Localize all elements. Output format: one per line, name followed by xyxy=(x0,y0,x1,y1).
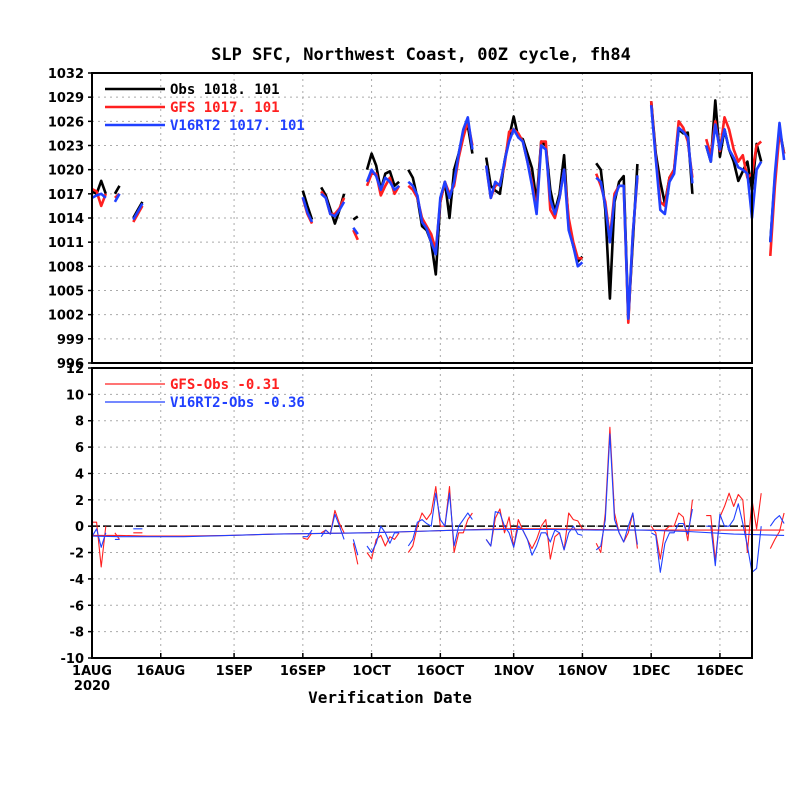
legend-entry-gfs: GFS 1017. 101 xyxy=(170,100,280,116)
y-tick-label: 1005 xyxy=(48,285,84,300)
y-tick-label: -8 xyxy=(70,626,84,641)
x-tick-label: 1OCT xyxy=(352,664,391,679)
plot-layer: 9969991002100510081011101410171020102310… xyxy=(48,67,786,694)
y-tick-label: 2 xyxy=(75,494,84,509)
y-tick-label: -10 xyxy=(61,652,85,667)
x-tick-label: 1SEP xyxy=(216,664,253,679)
y-tick-label: -4 xyxy=(70,573,84,588)
x-tick-label: 1DEC xyxy=(632,664,670,679)
y-tick-label: 1023 xyxy=(48,140,84,155)
x-axis-label: Verification Date xyxy=(308,688,472,707)
legend-entry-v16rt2: V16RT2 1017. 101 xyxy=(170,118,305,134)
x-tick-label: 16AUG xyxy=(136,664,185,679)
y-tick-label: -6 xyxy=(70,599,84,614)
y-tick-label: 1008 xyxy=(48,260,84,275)
series-line-v16rt2 xyxy=(91,105,786,320)
y-tick-label: 4 xyxy=(75,467,84,482)
plot-frame xyxy=(91,367,753,659)
series-line-v16rt2-obs xyxy=(91,528,785,538)
x-tick-label: 16NOV xyxy=(558,664,608,679)
y-tick-label: 8 xyxy=(75,415,84,430)
x-tick-label: 16SEP xyxy=(280,664,326,679)
x-tick-label: 1AUG xyxy=(72,664,112,679)
y-tick-label: 1011 xyxy=(48,236,84,251)
plot-frame xyxy=(91,72,753,364)
y-tick-label: 12 xyxy=(66,362,84,377)
legend-entry-obs: Obs 1018. 101 xyxy=(170,82,280,98)
y-tick-label: 996 xyxy=(57,357,84,372)
y-tick-label: 0 xyxy=(75,520,84,535)
y-tick-label: 1002 xyxy=(48,309,84,324)
y-tick-label: 1017 xyxy=(48,188,84,203)
x-tick-year: 2020 xyxy=(74,679,110,694)
y-tick-label: 1020 xyxy=(48,164,84,179)
y-tick-label: 1029 xyxy=(48,91,84,106)
y-tick-label: 6 xyxy=(75,441,84,456)
y-tick-label: 1032 xyxy=(48,67,84,82)
x-tick-label: 1NOV xyxy=(493,664,534,679)
y-tick-label: 1014 xyxy=(48,212,84,227)
y-tick-label: 10 xyxy=(66,388,84,403)
legend-entry-v16rt2-obs: V16RT2-Obs -0.36 xyxy=(170,395,305,411)
series-line-v16rt2-obs xyxy=(91,433,785,573)
y-tick-label: 1026 xyxy=(48,115,84,130)
legend-entry-gfs-obs: GFS-Obs -0.31 xyxy=(170,377,280,393)
y-tick-label: 999 xyxy=(57,333,84,348)
chart-title: SLP SFC, Northwest Coast, 00Z cycle, fh8… xyxy=(211,45,631,65)
x-tick-label: 16OCT xyxy=(417,664,465,679)
y-tick-label: -2 xyxy=(70,547,84,562)
x-tick-label: 16DEC xyxy=(696,664,743,679)
